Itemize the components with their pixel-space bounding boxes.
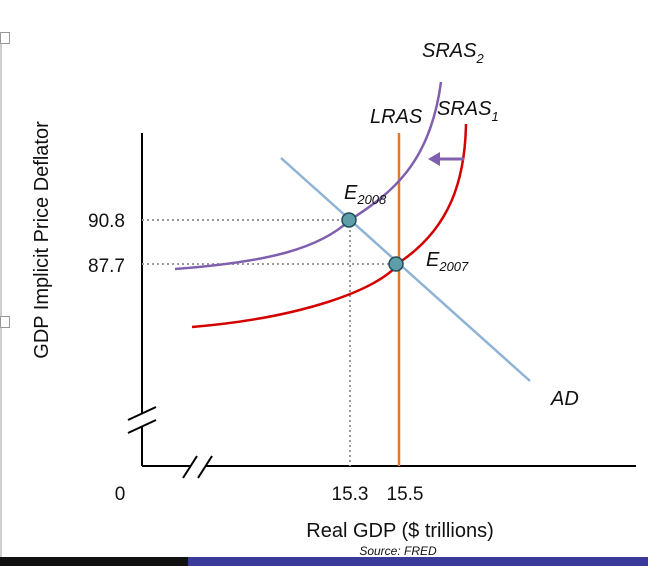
x-axis-break-2 — [197, 455, 213, 479]
resize-handle-middle[interactable] — [0, 316, 10, 328]
sras1-curve — [191, 123, 468, 329]
label-sras2: SRAS2 — [422, 40, 484, 66]
origin-label: 0 — [115, 484, 126, 505]
frame-edge — [0, 40, 2, 560]
y-axis-break-2 — [127, 419, 157, 434]
label-lras: LRAS — [370, 106, 423, 128]
bottom-bar-blue — [188, 557, 648, 566]
label-sras1: SRAS1 — [437, 98, 499, 124]
guide-lines — [142, 219, 396, 466]
y-axis-break-1 — [127, 406, 157, 421]
ad-line — [280, 157, 531, 382]
x-tick-15-5: 15.5 — [387, 484, 424, 505]
y-axis-title: GDP Implicit Price Deflator — [31, 121, 53, 359]
resize-handle-top[interactable] — [0, 32, 10, 44]
label-e2007: E2007 — [426, 249, 469, 274]
point-e2007 — [388, 256, 404, 272]
x-tick-15-3: 15.3 — [332, 484, 369, 505]
point-e2008 — [341, 212, 357, 228]
label-ad: AD — [550, 388, 579, 410]
source-note: Source: FRED — [359, 544, 437, 558]
shift-arrow — [428, 152, 464, 166]
x-axis-break-1 — [182, 455, 198, 479]
y-tick-87-7: 87.7 — [88, 256, 125, 277]
x-axis-title: Real GDP ($ trillions) — [306, 520, 493, 542]
bottom-bar-dark — [0, 557, 188, 566]
label-e2008: E2008 — [344, 182, 387, 207]
y-tick-90-8: 90.8 — [88, 211, 125, 232]
